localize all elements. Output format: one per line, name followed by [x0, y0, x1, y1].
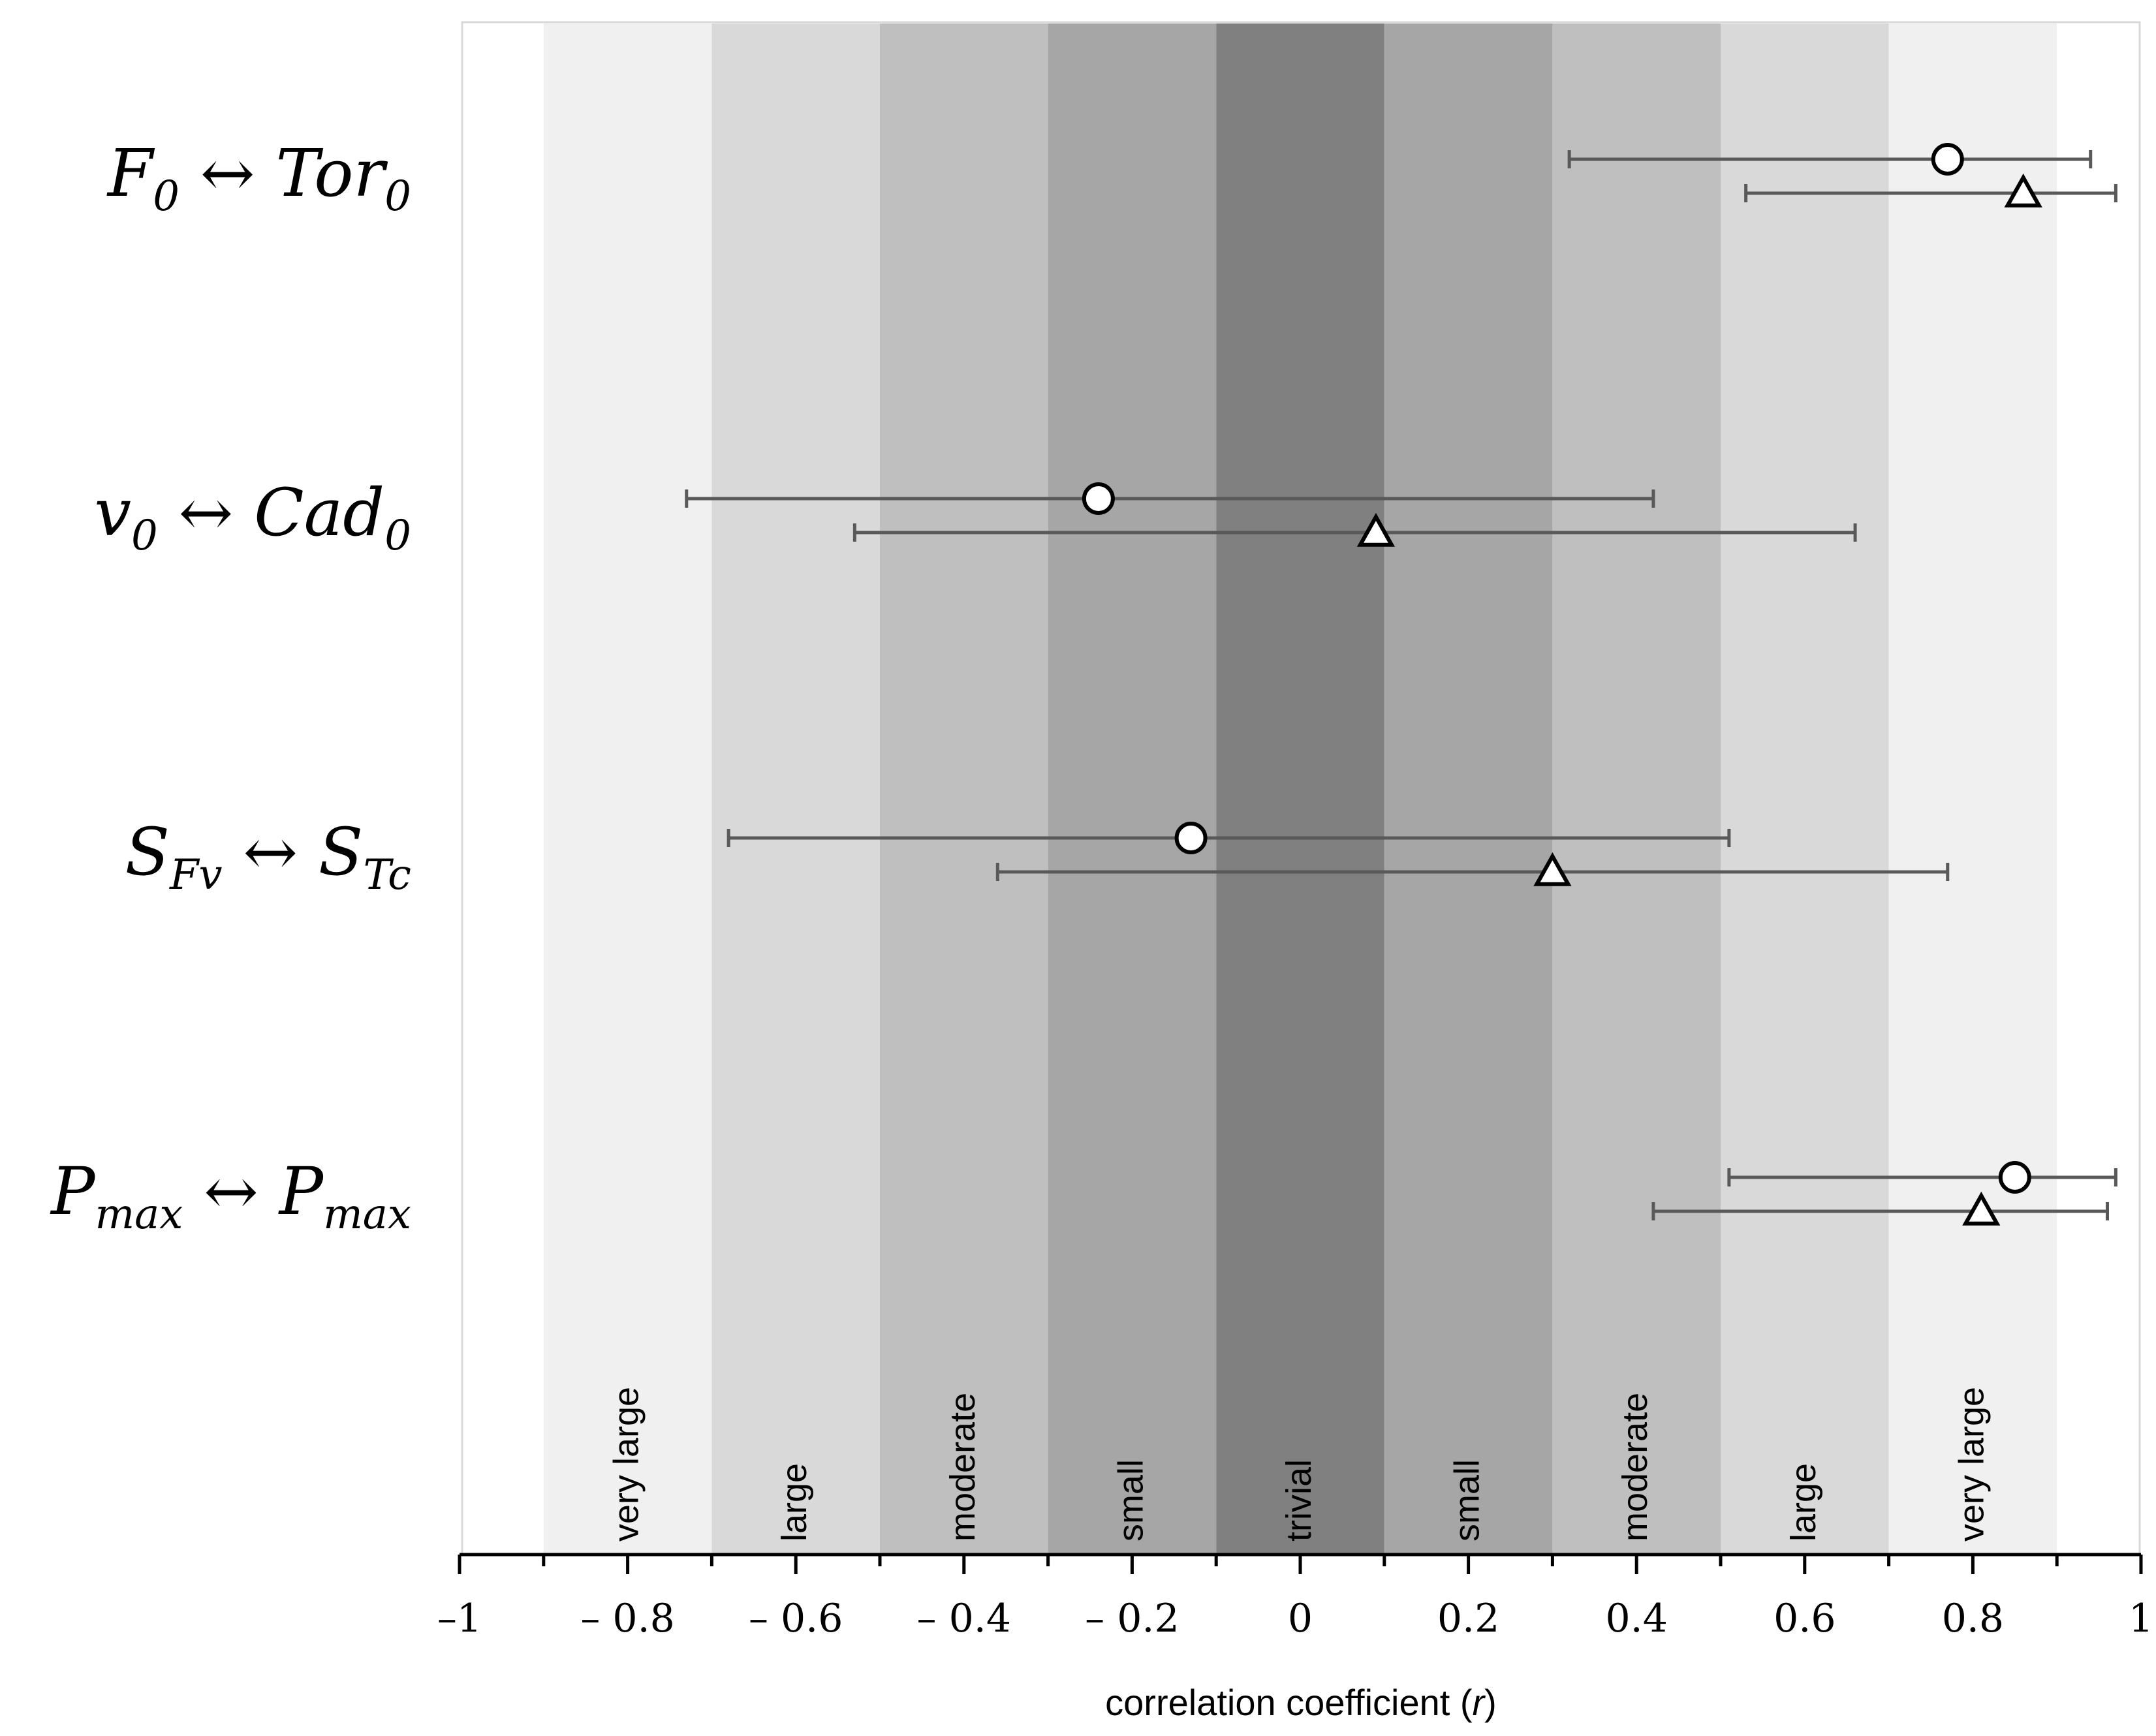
x-tick-label-0: –1 [437, 1596, 482, 1641]
band-label-3: small [1111, 1459, 1150, 1542]
row-1-triangle-marker [1356, 512, 1396, 547]
band-label-8: very large [1952, 1387, 1991, 1542]
row-label-subscript: 0 [131, 512, 158, 560]
band-label-4: trivial [1279, 1459, 1319, 1542]
row-label-arrow: ↔ [183, 1153, 279, 1230]
row-label-arrow: ↔ [223, 814, 319, 890]
data-markers [1082, 143, 2042, 1226]
x-axis-title: correlation coefficient (r) [1105, 1682, 1497, 1723]
row-label-variable: v [95, 474, 132, 551]
row-label-variable: F [106, 135, 155, 211]
x-tick-label-6: 0.2 [1437, 1596, 1499, 1641]
row-label-subscript: 0 [153, 172, 180, 221]
x-axis-title-variable: r [1473, 1682, 1486, 1723]
row-2-circle-marker [1174, 822, 1208, 854]
band-label-5: small [1448, 1459, 1487, 1542]
effect-size-band-labels: very large large moderate small trivial small… [607, 1387, 1992, 1542]
band-5 [1384, 23, 1553, 1555]
x-tick-label-5: 0 [1288, 1596, 1313, 1641]
row-2-triangle-marker [1533, 852, 1572, 886]
row-label-variable: S [319, 814, 364, 890]
row-3-circle-marker [1998, 1161, 2031, 1194]
row-label-subscript: 0 [384, 512, 411, 560]
row-label-subscript: max [95, 1190, 183, 1239]
x-tick-label-2: – 0.6 [749, 1596, 843, 1641]
x-tick-label-7: 0.4 [1605, 1596, 1667, 1641]
row-1-circle-marker [1082, 482, 1115, 515]
row-3-triangle-marker [1962, 1191, 2001, 1226]
x-tick-label-9: 0.8 [1942, 1596, 2004, 1641]
band-label-0: very large [607, 1387, 646, 1542]
row-0-circle-marker [1931, 143, 1964, 176]
band-8 [1888, 23, 2057, 1555]
band-1 [711, 23, 880, 1555]
row-label-variable: P [278, 1153, 324, 1230]
row-label-subscript: Fv [169, 851, 223, 899]
x-axis: –1 – 0.8 – 0.6 – 0.4 – 0.2 0 0.2 0.4 0.6 0.8 1 [437, 1553, 2153, 1641]
error-bars [685, 150, 2117, 1220]
band-label-2: moderate [943, 1393, 982, 1542]
row-label-3: Pmax ↔ Pmax [50, 1153, 411, 1239]
row-label-variable: Tor [275, 135, 388, 211]
effect-size-bands [543, 23, 2057, 1555]
x-tick-label-10: 1 [2129, 1596, 2153, 1641]
band-4 [1216, 23, 1384, 1555]
band-label-7: large [1784, 1463, 1823, 1542]
row-label-variable: P [50, 1153, 96, 1230]
row-label-subscript: 0 [384, 172, 411, 221]
row-label-variable: S [125, 814, 170, 890]
band-6 [1552, 23, 1721, 1555]
row-label-2: SFv ↔ STc [125, 814, 411, 899]
band-label-6: moderate [1616, 1393, 1655, 1542]
band-7 [1721, 23, 1889, 1555]
band-0 [543, 23, 712, 1555]
band-2 [880, 23, 1048, 1555]
row-label-subscript: max [323, 1190, 411, 1239]
row-0-triangle-marker [2004, 173, 2042, 208]
x-tick-label-1: – 0.8 [580, 1596, 675, 1641]
row-label-arrow: ↔ [180, 135, 275, 211]
x-axis-title-prefix: correlation coefficient ( [1105, 1682, 1473, 1723]
x-tick-label-3: – 0.4 [917, 1596, 1012, 1641]
x-tick-label-4: – 0.2 [1085, 1596, 1180, 1641]
row-label-1: v0 ↔ Cad0 [95, 474, 411, 560]
row-label-0: F0 ↔ Tor0 [106, 135, 411, 221]
x-axis-title-suffix: ) [1484, 1682, 1497, 1723]
row-label-variable: Cad [254, 474, 384, 551]
band-label-1: large [775, 1463, 814, 1542]
x-tick-label-8: 0.6 [1773, 1596, 1836, 1641]
row-label-arrow: ↔ [158, 474, 254, 551]
band-3 [1048, 23, 1217, 1555]
row-label-subscript: Tc [363, 851, 411, 899]
